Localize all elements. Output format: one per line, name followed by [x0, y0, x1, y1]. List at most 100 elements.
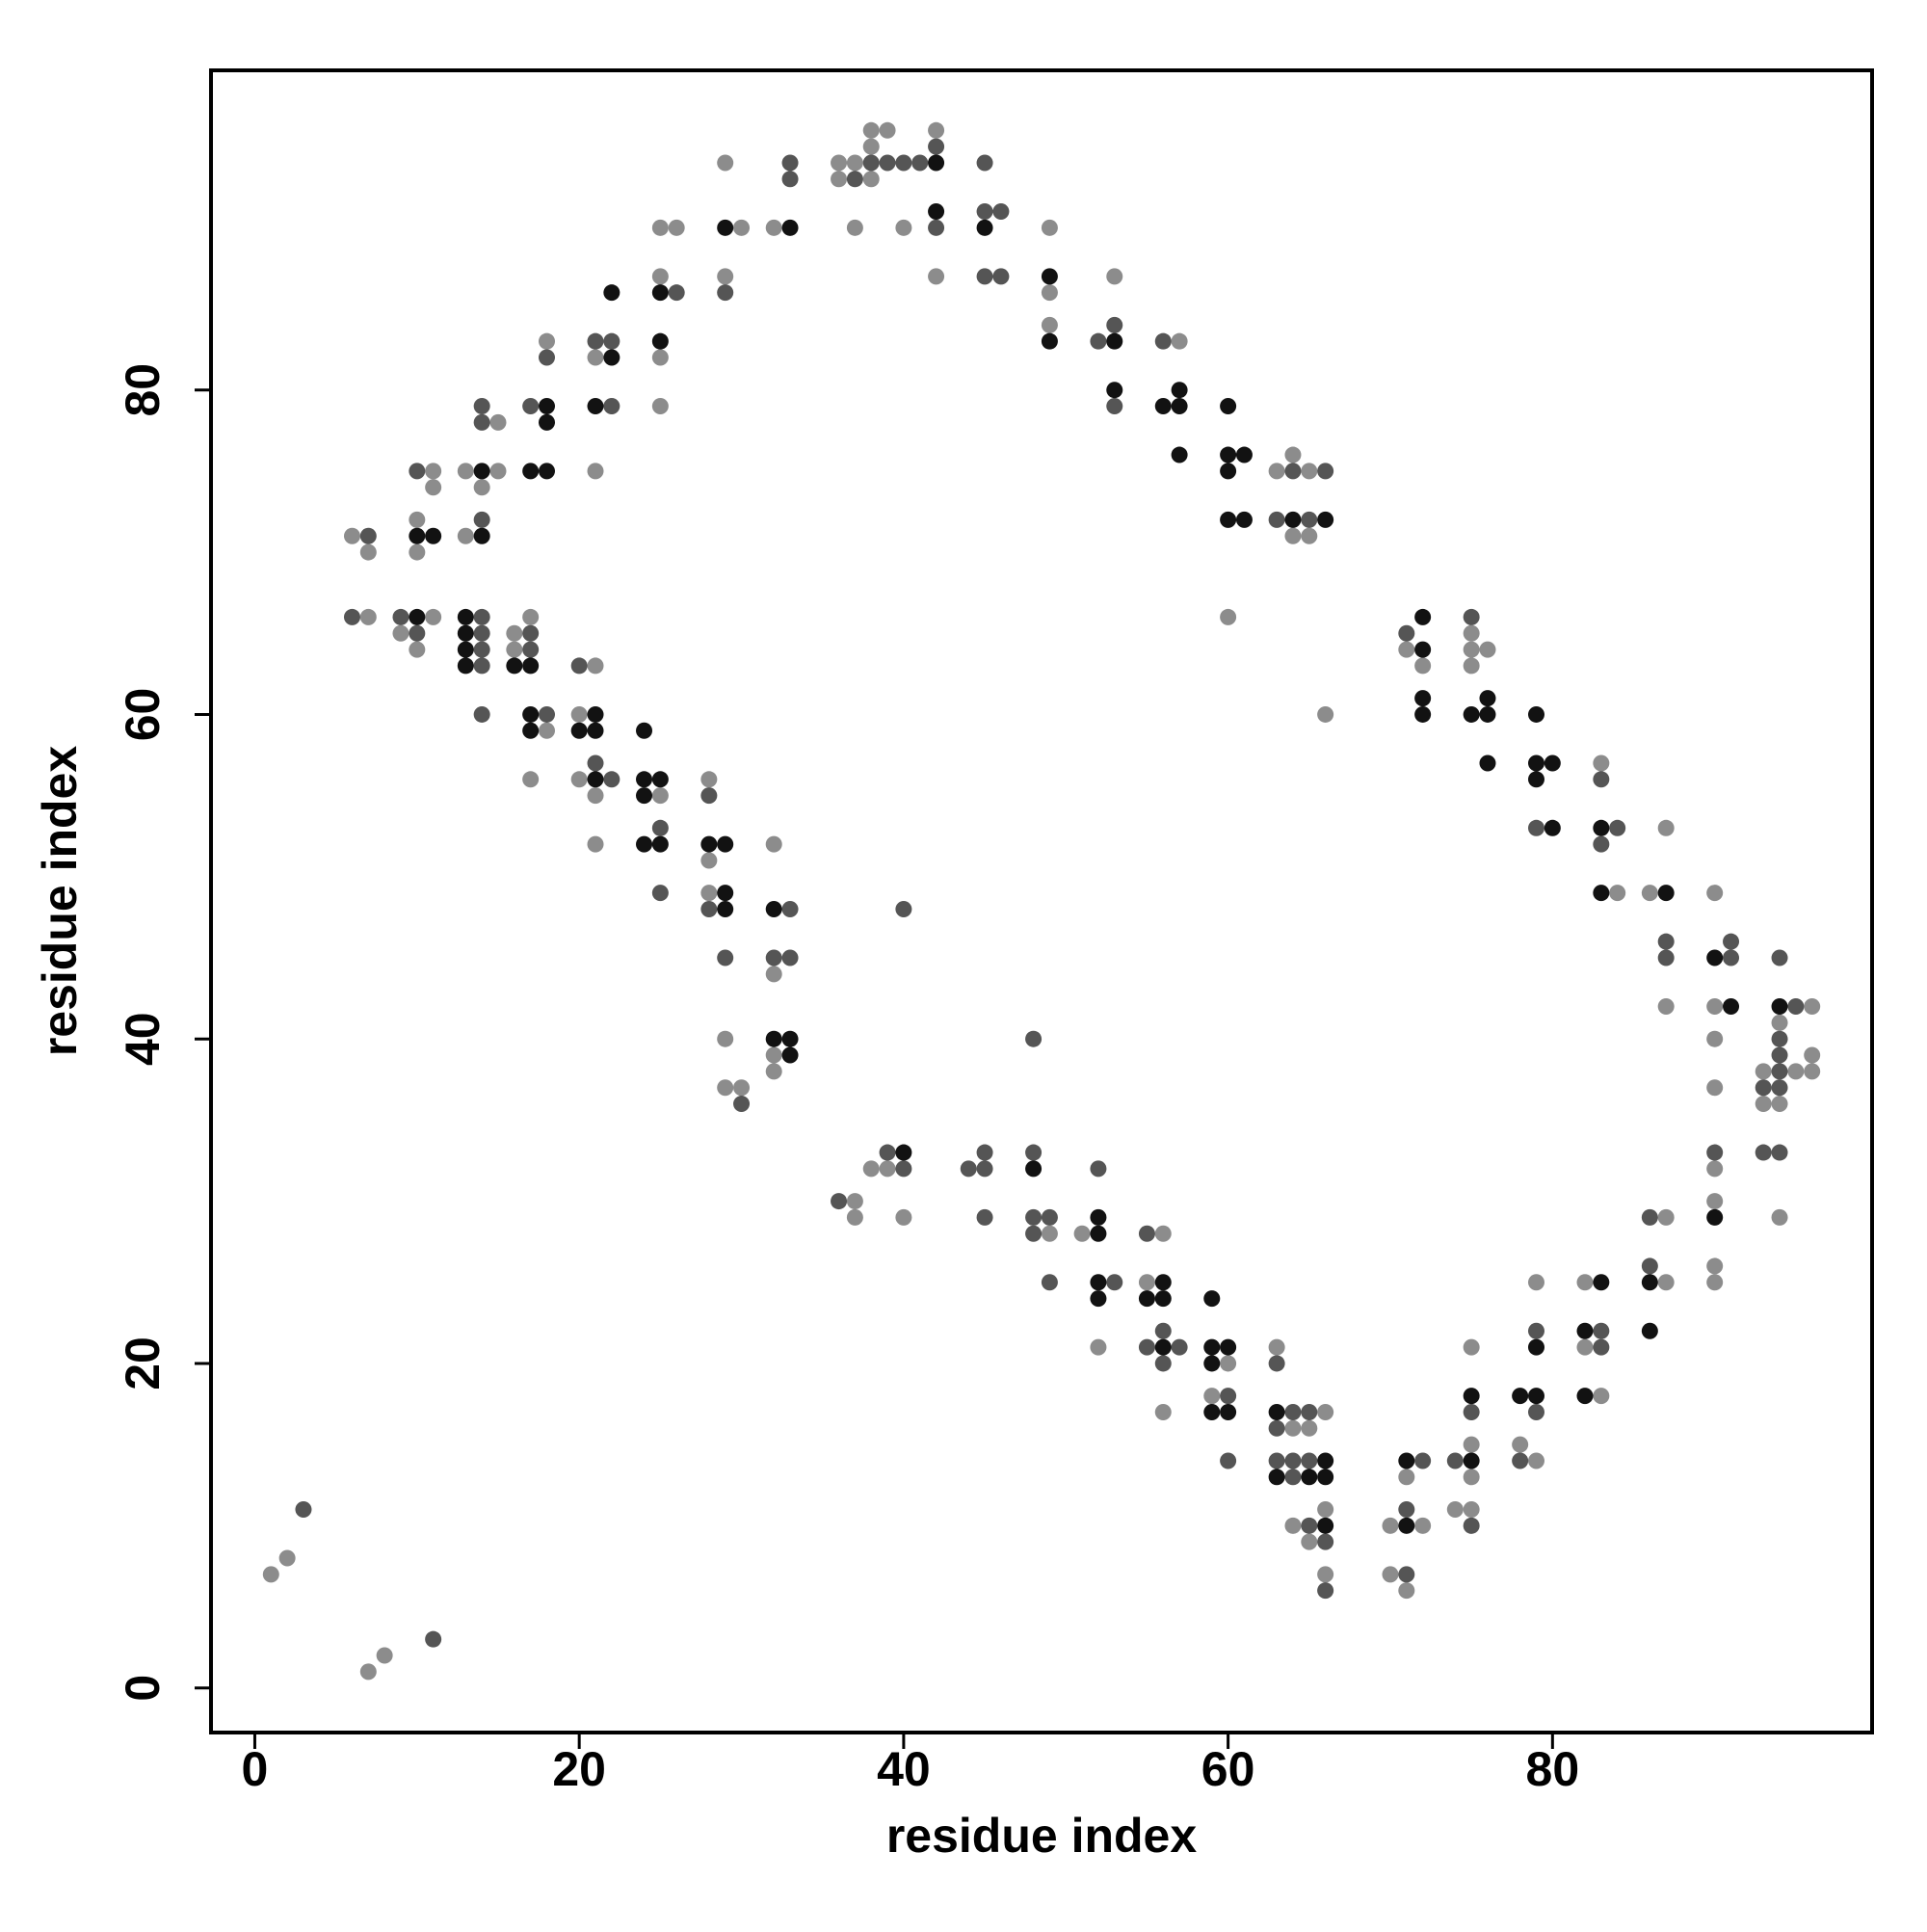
point — [765, 966, 782, 983]
point — [1220, 511, 1237, 528]
point — [1463, 1388, 1480, 1405]
point — [1657, 819, 1675, 836]
point — [539, 722, 556, 739]
point — [1106, 382, 1123, 399]
point — [1268, 1338, 1285, 1356]
point — [1706, 1079, 1724, 1097]
point — [1771, 1144, 1788, 1161]
point — [1414, 705, 1432, 723]
point — [992, 268, 1010, 285]
point — [587, 835, 604, 853]
point — [376, 1647, 393, 1664]
point — [506, 624, 523, 642]
point — [1593, 819, 1610, 836]
point — [928, 202, 945, 220]
point — [765, 900, 782, 917]
point — [976, 1144, 993, 1161]
point — [717, 284, 734, 302]
point — [765, 1030, 782, 1047]
point — [1041, 1274, 1058, 1291]
point — [1317, 1403, 1334, 1420]
point — [1301, 1452, 1318, 1469]
point — [1041, 1208, 1058, 1226]
point — [1171, 1338, 1188, 1356]
point — [1463, 1452, 1480, 1469]
point — [1706, 885, 1724, 902]
point — [570, 705, 588, 723]
point — [651, 885, 669, 902]
point — [1154, 1355, 1172, 1372]
point — [1301, 1517, 1318, 1534]
point — [425, 527, 442, 544]
point — [1657, 998, 1675, 1016]
point — [1463, 705, 1480, 723]
point — [651, 268, 669, 285]
point — [1284, 446, 1302, 463]
point — [1398, 1469, 1415, 1486]
point — [717, 885, 734, 902]
point — [587, 787, 604, 805]
point — [587, 754, 604, 772]
point — [862, 121, 880, 139]
point — [1657, 885, 1675, 902]
point — [831, 1193, 848, 1210]
point — [343, 527, 360, 544]
point — [1041, 268, 1058, 285]
point — [473, 398, 490, 415]
point — [1090, 1274, 1107, 1291]
point — [1544, 819, 1561, 836]
point — [1755, 1079, 1772, 1097]
x-tick-label: 0 — [242, 1742, 269, 1796]
point — [668, 284, 685, 302]
point — [409, 527, 426, 544]
point — [1771, 1079, 1788, 1097]
point — [636, 835, 653, 853]
point — [717, 900, 734, 917]
point — [1106, 316, 1123, 333]
point — [1576, 1338, 1594, 1356]
point — [359, 608, 377, 625]
point — [1706, 1257, 1724, 1275]
point — [1755, 1063, 1772, 1080]
point — [1609, 819, 1626, 836]
point — [1657, 949, 1675, 966]
point — [1235, 446, 1253, 463]
point — [700, 885, 718, 902]
point — [781, 171, 799, 188]
point — [587, 722, 604, 739]
point — [636, 771, 653, 788]
point — [928, 268, 945, 285]
point — [392, 608, 409, 625]
point — [1284, 1469, 1302, 1486]
point — [1641, 1322, 1658, 1339]
point — [570, 771, 588, 788]
point — [570, 722, 588, 739]
point — [636, 722, 653, 739]
point — [539, 332, 556, 350]
point — [522, 398, 540, 415]
point — [651, 398, 669, 415]
point — [846, 171, 863, 188]
point — [1203, 1355, 1221, 1372]
point — [1771, 949, 1788, 966]
point — [895, 1208, 912, 1226]
point — [409, 608, 426, 625]
point — [1171, 446, 1188, 463]
point — [1512, 1452, 1529, 1469]
point — [1804, 1046, 1821, 1064]
point — [992, 202, 1010, 220]
point — [1657, 1274, 1675, 1291]
point — [1268, 1452, 1285, 1469]
point — [457, 463, 474, 480]
point — [1398, 1500, 1415, 1518]
point — [765, 1063, 782, 1080]
point — [895, 900, 912, 917]
point — [928, 121, 945, 139]
point — [473, 413, 490, 431]
point — [1220, 1388, 1237, 1405]
point — [1171, 332, 1188, 350]
point — [1220, 608, 1237, 625]
y-tick-label: 0 — [116, 1675, 170, 1702]
x-tick-label: 80 — [1526, 1742, 1580, 1796]
point — [1755, 1096, 1772, 1113]
